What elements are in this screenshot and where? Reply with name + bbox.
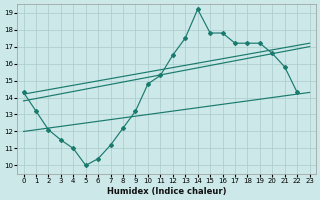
X-axis label: Humidex (Indice chaleur): Humidex (Indice chaleur) xyxy=(107,187,226,196)
